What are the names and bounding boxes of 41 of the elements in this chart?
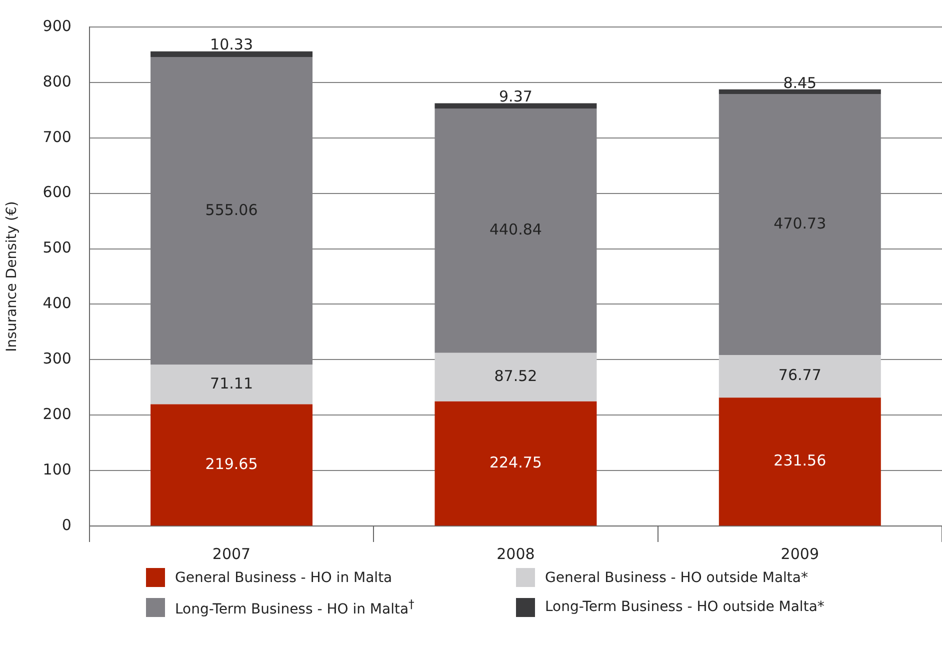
data-label: 470.73	[774, 214, 826, 232]
data-label: 71.11	[210, 374, 253, 392]
x-tick-label: 2007	[212, 544, 251, 563]
y-tick-label: 300	[42, 350, 72, 368]
data-label: 224.75	[489, 453, 542, 472]
bar	[150, 57, 313, 365]
data-label: 440.84	[489, 220, 542, 239]
y-tick-label: 500	[42, 238, 72, 257]
y-tick-label: 900	[42, 16, 72, 35]
data-label: 10.33	[210, 36, 253, 54]
x-tick-label: 2008	[496, 544, 535, 563]
y-tick-label: 800	[42, 72, 72, 90]
bar	[718, 94, 881, 356]
data-label: 219.65	[205, 454, 258, 473]
data-label: 555.06	[205, 200, 258, 219]
bar	[434, 108, 597, 353]
y-axis-title: Insurance Density (€)	[4, 201, 20, 352]
data-label: 76.77	[778, 366, 822, 384]
legend-label: Long-Term Business - HO outside Malta*	[545, 599, 824, 616]
bar	[150, 51, 313, 58]
bar	[718, 355, 881, 398]
x-tick-label: 2009	[780, 544, 819, 563]
y-tick-label: 100	[42, 460, 72, 478]
data-label: 9.37	[499, 88, 532, 106]
y-tick-label: 200	[42, 405, 72, 423]
y-tick-label: 0	[62, 516, 72, 534]
bar	[434, 352, 597, 402]
bar	[434, 401, 597, 526]
data-label: 87.52	[494, 367, 538, 386]
legend-label: General Business - HO outside Malta*	[545, 570, 808, 586]
y-tick-label: 700	[42, 128, 72, 146]
legend-label: General Business - HO in Malta	[175, 570, 392, 586]
bar	[150, 404, 313, 526]
bar	[718, 398, 881, 526]
y-tick-label: 400	[42, 294, 72, 312]
legend-label: Long-Term Business - HO in Malta$^{†}$	[175, 597, 414, 618]
bar	[434, 103, 597, 108]
bar	[150, 364, 313, 404]
y-tick-label: 600	[42, 183, 72, 202]
bar	[718, 89, 881, 94]
data-label: 231.56	[774, 451, 826, 470]
